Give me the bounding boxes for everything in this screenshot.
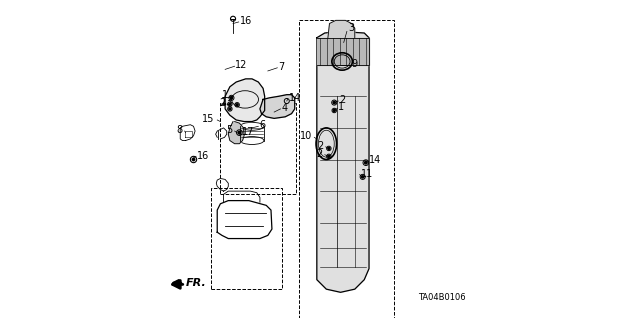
Polygon shape [317, 38, 369, 65]
Circle shape [333, 109, 335, 111]
Text: 2: 2 [317, 149, 323, 159]
Text: FR.: FR. [186, 278, 206, 288]
Text: 1: 1 [221, 90, 228, 100]
Text: 10: 10 [300, 131, 312, 141]
Text: 2: 2 [317, 141, 324, 151]
Circle shape [333, 101, 335, 104]
Text: 5: 5 [227, 125, 233, 135]
Text: 1: 1 [339, 102, 344, 112]
Circle shape [365, 161, 367, 164]
Bar [220, 103, 296, 194]
Text: 14: 14 [289, 93, 301, 103]
Bar [300, 20, 394, 318]
Circle shape [236, 104, 238, 106]
Text: 2: 2 [340, 95, 346, 105]
Text: 16: 16 [197, 151, 209, 161]
Circle shape [230, 97, 232, 99]
Text: 6: 6 [259, 120, 266, 130]
Circle shape [328, 147, 330, 149]
Text: 7: 7 [278, 62, 285, 72]
Text: TA04B0106: TA04B0106 [418, 293, 465, 302]
Polygon shape [225, 79, 265, 122]
Polygon shape [228, 122, 244, 144]
Text: 2: 2 [220, 98, 226, 108]
Circle shape [362, 176, 364, 178]
Text: 11: 11 [360, 169, 372, 179]
Polygon shape [260, 95, 294, 118]
Circle shape [238, 131, 241, 134]
Text: 13: 13 [221, 97, 234, 107]
Circle shape [229, 108, 231, 110]
Text: 8: 8 [176, 125, 182, 135]
Text: 16: 16 [239, 16, 252, 26]
Bar [211, 188, 282, 289]
Text: 17: 17 [241, 127, 254, 137]
Text: 3: 3 [348, 23, 355, 33]
Polygon shape [317, 32, 369, 292]
Text: 4: 4 [282, 103, 287, 113]
Circle shape [229, 103, 231, 105]
Text: 15: 15 [202, 114, 214, 124]
Circle shape [328, 155, 330, 157]
Text: 12: 12 [236, 60, 248, 70]
Text: 14: 14 [369, 155, 381, 165]
Text: 9: 9 [351, 59, 357, 69]
Circle shape [192, 158, 195, 161]
Polygon shape [328, 20, 355, 38]
